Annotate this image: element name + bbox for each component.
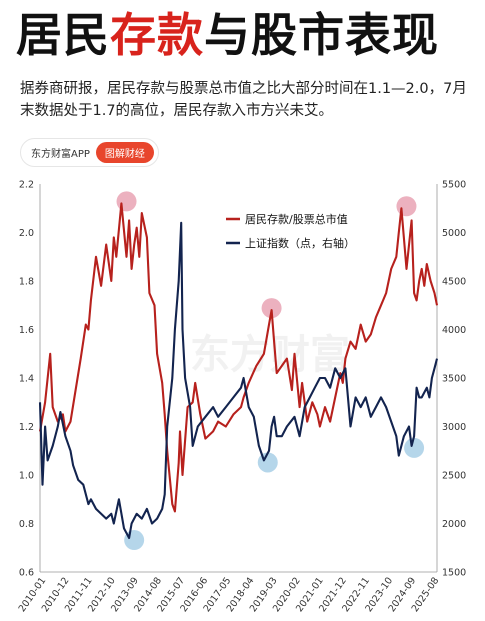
right-tick-label: 2000 (442, 519, 466, 530)
legend-label-index: 上证指数（点，右轴） (245, 236, 355, 250)
left-axis: 0.6 0.8 1.0 1.2 1.4 1.6 1.8 2.0 2.2 (19, 180, 34, 579)
series-deposit-ratio-line (38, 202, 439, 513)
title-part-2: 与股市表现 (204, 8, 439, 62)
right-tick-label: 3000 (442, 422, 466, 433)
right-tick-label: 4500 (442, 277, 466, 288)
right-tick-label: 5000 (442, 228, 466, 239)
right-tick-label: 2500 (442, 471, 466, 482)
peak-marker (261, 298, 282, 319)
left-tick-label: 0.6 (19, 568, 34, 579)
right-tick-label: 4000 (442, 325, 466, 336)
right-tick-label: 3500 (442, 374, 466, 385)
subtitle: 据券商研报，居民存款与股票总市值之比大部分时间在1.1—2.0，7月末数据处于1… (20, 81, 467, 119)
left-tick-label: 1.8 (19, 277, 34, 288)
title-part-1: 居民 (16, 8, 110, 62)
legend: 居民存款/股票总市值 上证指数（点，右轴） (226, 212, 355, 250)
source-badge: 图解财经 (95, 142, 154, 163)
series-sse-index-line (38, 221, 439, 540)
left-tick-label: 1.6 (19, 325, 34, 336)
source-bar: 东方财富APP 图解财经 (20, 138, 159, 167)
watermark: 东方财富 (190, 332, 350, 378)
left-tick-label: 0.8 (19, 519, 34, 530)
peak-marker (396, 196, 417, 217)
page-title: 居民存款与股市表现 (16, 4, 439, 66)
title-highlight: 存款 (110, 8, 204, 62)
left-tick-label: 1.4 (19, 374, 34, 385)
legend-label-ratio: 居民存款/股票总市值 (245, 212, 348, 226)
x-axis: 2010-012010-122011-112012-102013-092014-… (17, 575, 442, 614)
right-axis: 1500 2000 2500 3000 3500 4000 4500 5000 5500 (442, 180, 466, 579)
right-tick-label: 1500 (442, 568, 466, 579)
source-name: 东方财富APP (31, 149, 90, 160)
left-tick-label: 2.2 (19, 180, 34, 191)
left-tick-label: 1.0 (19, 471, 34, 482)
trough-marker (257, 452, 278, 473)
right-tick-label: 5500 (442, 180, 466, 191)
peak-marker (116, 191, 137, 212)
trough-marker (404, 437, 425, 458)
left-tick-label: 1.2 (19, 422, 34, 433)
chart-axes (39, 184, 438, 573)
left-tick-label: 2.0 (19, 228, 34, 239)
